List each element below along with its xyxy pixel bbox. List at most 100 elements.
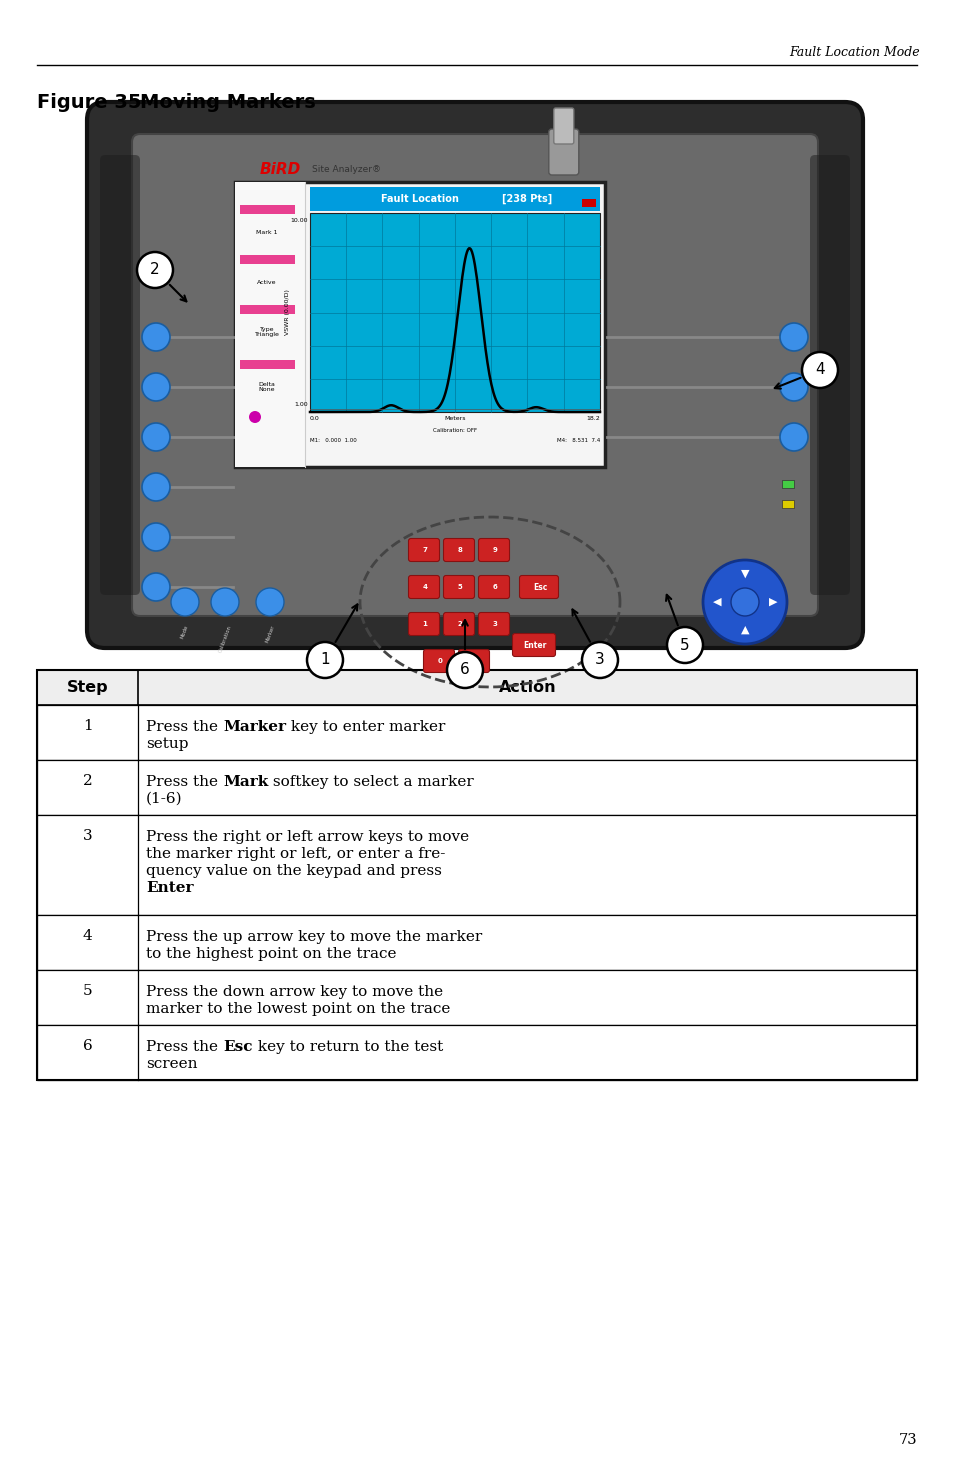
Text: Press the: Press the	[146, 720, 223, 735]
FancyBboxPatch shape	[443, 575, 474, 599]
Text: setup: setup	[146, 738, 189, 751]
Text: Marker: Marker	[264, 624, 275, 643]
Text: Action: Action	[498, 680, 556, 695]
Text: 0: 0	[437, 658, 442, 664]
Text: 1: 1	[422, 621, 427, 627]
Text: Mark 1: Mark 1	[256, 230, 277, 235]
Text: Site Analyzer®: Site Analyzer®	[312, 165, 380, 174]
Circle shape	[142, 323, 170, 351]
Text: 0.0: 0.0	[310, 416, 319, 420]
Bar	[37, 1025, 916, 1080]
Text: 6: 6	[83, 1038, 92, 1053]
Text: M4:   8.531  7.4: M4: 8.531 7.4	[557, 438, 599, 442]
Text: 6: 6	[459, 662, 470, 677]
Text: Press the: Press the	[146, 774, 223, 789]
Text: Delta
None: Delta None	[258, 382, 275, 392]
Text: 3: 3	[492, 621, 497, 627]
FancyBboxPatch shape	[443, 612, 474, 636]
Text: Esc: Esc	[223, 1040, 253, 1055]
Circle shape	[780, 373, 807, 401]
FancyBboxPatch shape	[423, 649, 454, 673]
Text: quency value on the keypad and press: quency value on the keypad and press	[146, 864, 441, 878]
Text: 5: 5	[457, 584, 462, 590]
Text: 8: 8	[457, 547, 462, 553]
Text: 2: 2	[83, 774, 92, 788]
FancyBboxPatch shape	[408, 538, 439, 562]
FancyBboxPatch shape	[478, 612, 509, 636]
Circle shape	[730, 589, 759, 617]
Bar	[37, 670, 916, 1080]
Circle shape	[801, 353, 837, 388]
Text: Press the: Press the	[146, 1040, 223, 1055]
Text: Type
Triangle: Type Triangle	[254, 326, 279, 338]
Circle shape	[142, 373, 170, 401]
Circle shape	[666, 627, 702, 662]
Text: Enter: Enter	[146, 881, 193, 895]
Text: 5: 5	[679, 637, 689, 652]
Bar	[37, 914, 916, 971]
Text: to the highest point on the trace: to the highest point on the trace	[146, 947, 396, 962]
Text: 3: 3	[83, 829, 92, 844]
Text: Press the up arrow key to move the marker: Press the up arrow key to move the marke…	[146, 931, 482, 944]
Text: ▼: ▼	[740, 569, 748, 580]
FancyBboxPatch shape	[100, 155, 140, 594]
Text: Fault Location: Fault Location	[381, 195, 458, 204]
Circle shape	[137, 252, 172, 288]
Text: 2: 2	[457, 621, 462, 627]
Text: 1: 1	[320, 652, 330, 668]
Text: ▶: ▶	[768, 597, 777, 608]
FancyBboxPatch shape	[132, 134, 817, 617]
Text: ◀: ◀	[712, 597, 720, 608]
FancyBboxPatch shape	[478, 538, 509, 562]
FancyBboxPatch shape	[458, 649, 489, 673]
Text: 18.2: 18.2	[586, 416, 599, 420]
Bar	[581, 199, 596, 206]
Text: Marker: Marker	[223, 720, 286, 735]
Bar	[37, 971, 916, 1025]
Circle shape	[171, 589, 199, 617]
Text: screen: screen	[146, 1058, 197, 1071]
Bar	[37, 816, 916, 914]
Text: Active: Active	[257, 279, 276, 285]
Text: Esc: Esc	[533, 583, 547, 591]
Circle shape	[249, 412, 261, 423]
FancyBboxPatch shape	[512, 633, 555, 656]
Text: 3: 3	[595, 652, 604, 668]
Circle shape	[447, 652, 482, 687]
Text: Mode: Mode	[180, 624, 190, 639]
Circle shape	[307, 642, 343, 678]
Text: 6: 6	[492, 584, 497, 590]
Bar	[234, 181, 305, 468]
FancyBboxPatch shape	[87, 102, 862, 648]
Text: BiRD: BiRD	[260, 162, 301, 177]
Circle shape	[142, 473, 170, 502]
Text: Step: Step	[67, 680, 109, 695]
Bar	[310, 187, 599, 211]
Text: 4: 4	[422, 584, 427, 590]
Text: Moving Markers: Moving Markers	[140, 93, 315, 112]
Circle shape	[255, 589, 284, 617]
Text: 73: 73	[898, 1434, 916, 1447]
Text: 7: 7	[422, 547, 427, 553]
FancyBboxPatch shape	[548, 128, 578, 176]
FancyBboxPatch shape	[443, 538, 474, 562]
Text: Enter: Enter	[523, 640, 546, 649]
Text: Calibration: Calibration	[217, 624, 232, 653]
Text: 9: 9	[492, 547, 497, 553]
FancyBboxPatch shape	[809, 155, 849, 594]
Text: the marker right or left, or enter a fre-: the marker right or left, or enter a fre…	[146, 847, 445, 861]
Circle shape	[142, 524, 170, 552]
FancyBboxPatch shape	[478, 575, 509, 599]
FancyBboxPatch shape	[519, 575, 558, 599]
Text: Fault Location Mode: Fault Location Mode	[788, 46, 919, 59]
Bar	[310, 212, 599, 412]
Text: 2: 2	[150, 263, 160, 277]
Text: Mark: Mark	[223, 774, 268, 789]
Bar	[37, 705, 916, 760]
Text: VSWR (0.00/D): VSWR (0.00/D)	[285, 289, 291, 335]
Bar	[240, 360, 294, 369]
Text: 10.00: 10.00	[291, 218, 308, 224]
Bar	[234, 181, 604, 468]
Text: 4: 4	[814, 363, 824, 378]
Circle shape	[142, 423, 170, 451]
